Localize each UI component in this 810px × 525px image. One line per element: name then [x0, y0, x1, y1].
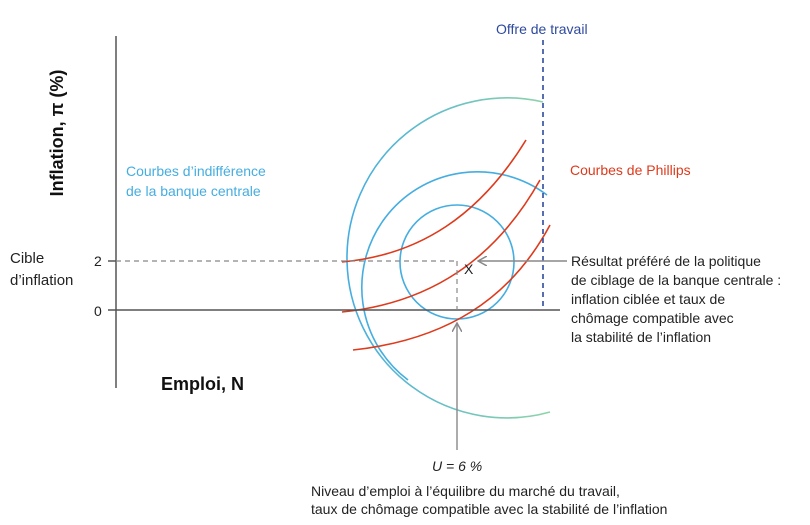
- tick-label-2: 2: [94, 253, 102, 269]
- inflation-target-label-line2: d’inflation: [10, 272, 73, 289]
- equilibrium-note-line2: taux de chômage compatible avec la stabi…: [311, 501, 667, 517]
- indifference-curve-outer: [346, 97, 551, 419]
- inflation-target-label-line1: Cible: [10, 250, 44, 267]
- y-axis-title: Inflation, π (%): [47, 70, 67, 197]
- equilibrium-note-line1: Niveau d’emploi à l’équilibre du marché …: [311, 483, 620, 499]
- indifference-label-line2: de la banque centrale: [126, 183, 261, 199]
- tick-label-0: 0: [94, 303, 102, 319]
- result-note-line4: chômage compatible avec: [571, 310, 734, 326]
- unemployment-label: U = 6 %: [432, 458, 482, 474]
- point-x-label: X: [464, 261, 474, 277]
- result-note-line3: inflation ciblée et taux de: [571, 291, 725, 307]
- indifference-curve-middle: [361, 171, 548, 381]
- indifference-label-line1: Courbes d’indifférence: [126, 163, 266, 179]
- labor-supply-label: Offre de travail: [496, 21, 588, 37]
- result-note-line5: la stabilité de l’inflation: [571, 329, 711, 345]
- indifference-curve-inner: [399, 204, 515, 320]
- result-note-line2: de ciblage de la banque centrale :: [571, 272, 781, 288]
- phillips-curve-middle: [341, 179, 541, 313]
- x-axis-title: Emploi, N: [161, 374, 244, 394]
- result-note-line1: Résultat préféré de la politique: [571, 253, 761, 269]
- phillips-curve-lower: [352, 224, 551, 351]
- phillips-curve-upper: [341, 139, 527, 263]
- phillips-label: Courbes de Phillips: [570, 162, 691, 178]
